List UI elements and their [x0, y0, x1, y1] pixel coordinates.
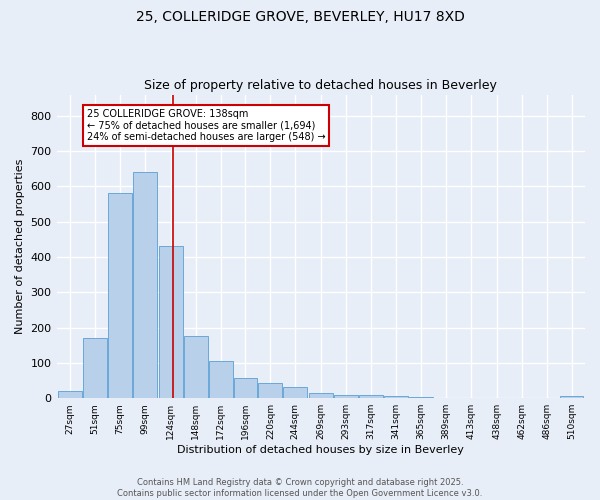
Text: Contains HM Land Registry data © Crown copyright and database right 2025.
Contai: Contains HM Land Registry data © Crown c…	[118, 478, 482, 498]
Text: 25, COLLERIDGE GROVE, BEVERLEY, HU17 8XD: 25, COLLERIDGE GROVE, BEVERLEY, HU17 8XD	[136, 10, 464, 24]
Bar	[83, 338, 107, 398]
X-axis label: Distribution of detached houses by size in Beverley: Distribution of detached houses by size …	[178, 445, 464, 455]
Bar	[310, 393, 333, 398]
Bar	[108, 194, 132, 398]
Bar	[184, 336, 208, 398]
Bar	[409, 397, 433, 398]
Bar	[159, 246, 182, 398]
Title: Size of property relative to detached houses in Beverley: Size of property relative to detached ho…	[145, 79, 497, 92]
Bar	[233, 378, 257, 398]
Bar	[283, 387, 307, 398]
Bar	[259, 384, 283, 398]
Bar	[384, 396, 408, 398]
Y-axis label: Number of detached properties: Number of detached properties	[15, 158, 25, 334]
Bar	[359, 396, 383, 398]
Bar	[209, 361, 233, 398]
Text: 25 COLLERIDGE GROVE: 138sqm
← 75% of detached houses are smaller (1,694)
24% of : 25 COLLERIDGE GROVE: 138sqm ← 75% of det…	[86, 108, 325, 142]
Bar	[334, 394, 358, 398]
Bar	[133, 172, 157, 398]
Bar	[58, 391, 82, 398]
Bar	[560, 396, 583, 398]
